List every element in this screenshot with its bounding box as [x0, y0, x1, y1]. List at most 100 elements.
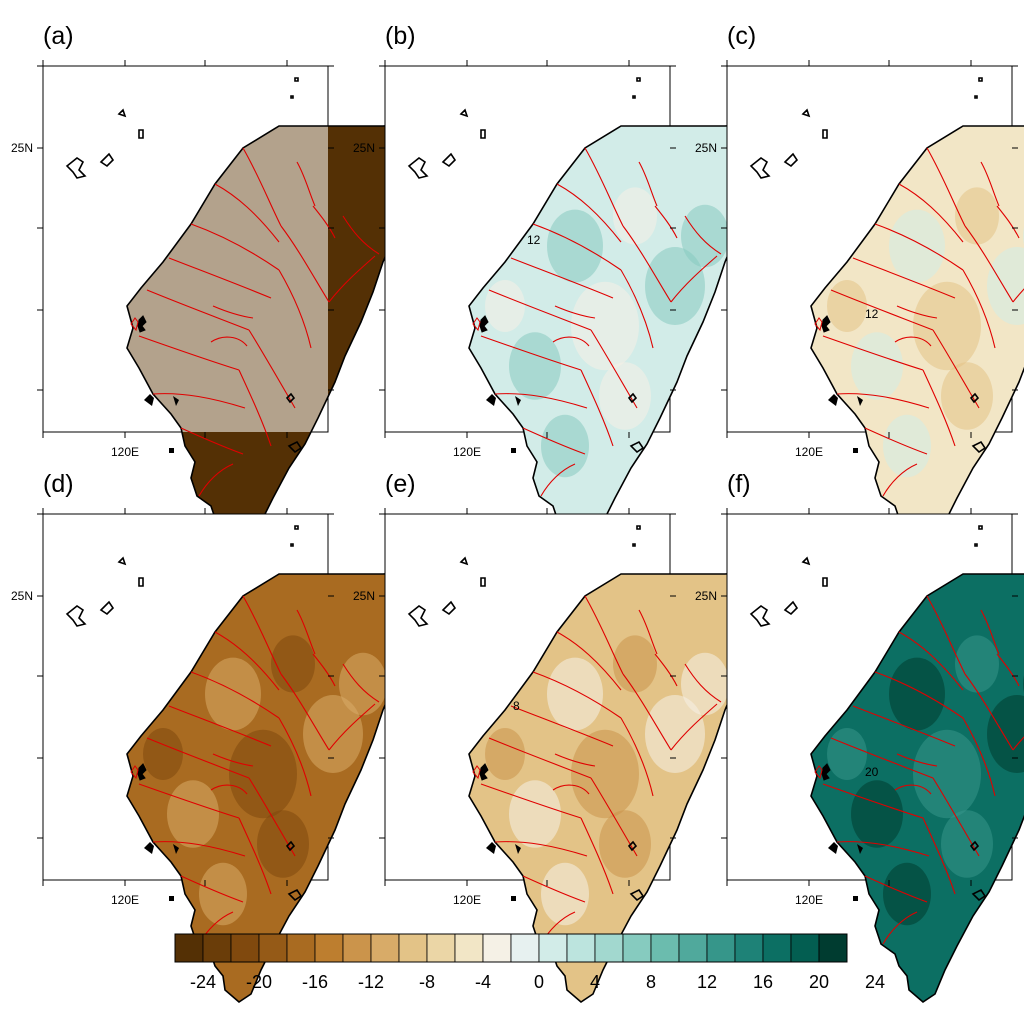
penghu-islands — [479, 763, 489, 781]
coastline — [810, 573, 1024, 1004]
east-islands — [627, 77, 645, 454]
colorbar-swatch — [174, 933, 204, 963]
east-islands — [969, 525, 987, 902]
axis-ticks — [37, 60, 334, 438]
colorbar-swatch — [202, 933, 232, 963]
colorbar-label: -16 — [302, 972, 328, 992]
northwest-islands — [749, 556, 828, 627]
islet — [486, 394, 496, 406]
islet — [511, 896, 516, 901]
colorbar-swatch — [454, 933, 484, 963]
lon-tick-label: 120E — [453, 445, 481, 459]
penghu-islands — [821, 763, 831, 781]
colorbar-swatch — [230, 933, 260, 963]
field-variation — [485, 635, 729, 926]
east-islands — [627, 525, 645, 902]
colorbar-label: 4 — [590, 972, 600, 992]
contour-label: 12 — [527, 233, 541, 247]
map-panel: 25N 120E (d) — [11, 470, 446, 1004]
field-variation — [827, 635, 1024, 926]
lon-tick-label: 120E — [111, 893, 139, 907]
penghu-islands — [137, 763, 147, 781]
islet — [169, 896, 174, 901]
east-islands — [285, 525, 303, 902]
islet — [144, 394, 154, 406]
colorbar-swatch — [538, 933, 568, 963]
panel-label: (e) — [385, 470, 416, 498]
contour-label: 20 — [865, 765, 879, 779]
islet — [857, 396, 863, 406]
map-panel: 25N 120E (e) 8 — [353, 470, 788, 1004]
islet — [515, 396, 521, 406]
map-panel: 25N 120E (c) 12 — [695, 22, 1024, 556]
islet — [486, 842, 496, 854]
lat-tick-label: 25N — [695, 141, 717, 155]
panel-label: (d) — [43, 470, 74, 498]
lon-tick-label: 120E — [453, 893, 481, 907]
penghu-border — [130, 317, 139, 332]
lat-tick-label: 25N — [11, 589, 33, 603]
colorbar-swatch — [594, 933, 624, 963]
islet — [828, 842, 838, 854]
islet — [173, 844, 179, 854]
axis-ticks — [721, 60, 1018, 438]
colorbar-swatch — [734, 933, 764, 963]
panel-label: (a) — [43, 22, 74, 50]
lat-tick-label: 25N — [353, 141, 375, 155]
penghu-border — [814, 765, 823, 780]
penghu-islands — [137, 315, 147, 333]
islet — [173, 396, 179, 406]
map-panel: 25N 120E (a) — [11, 22, 446, 556]
colorbar-label: 8 — [646, 972, 656, 992]
lon-tick-label: 120E — [795, 445, 823, 459]
axis-ticks — [379, 60, 676, 438]
colorbar-swatch — [482, 933, 512, 963]
colorbar-swatch — [258, 933, 288, 963]
colorbar-label: 16 — [753, 972, 773, 992]
map-panel: 25N 120E (b) 12 — [353, 22, 788, 556]
colorbar-label: -24 — [190, 972, 216, 992]
colorbar-swatch — [426, 933, 456, 963]
penghu-border — [472, 317, 481, 332]
colorbar-swatch — [314, 933, 344, 963]
county-borders — [480, 595, 722, 945]
penghu-islands — [479, 315, 489, 333]
axis-ticks — [379, 508, 676, 886]
colorbar-swatch — [566, 933, 596, 963]
panel-label: (b) — [385, 22, 416, 50]
axis-ticks — [721, 508, 1018, 886]
colorbar-swatch — [398, 933, 428, 963]
colorbar-label: 0 — [534, 972, 544, 992]
islet — [853, 448, 858, 453]
colorbar-label: -12 — [358, 972, 384, 992]
lat-tick-label: 25N — [353, 589, 375, 603]
contour-label: 8 — [513, 699, 520, 713]
islet — [853, 896, 858, 901]
colorbar-swatch — [370, 933, 400, 963]
lat-tick-label: 25N — [695, 589, 717, 603]
islet — [144, 842, 154, 854]
colorbar-swatch — [510, 933, 540, 963]
colorbar-swatch — [342, 933, 372, 963]
panels: 25N120E(a)25N120E(b)1225N120E(c)1225N120… — [11, 22, 1024, 1004]
contour-label: 12 — [865, 307, 879, 321]
islet — [828, 394, 838, 406]
colorbar-label: 12 — [697, 972, 717, 992]
lat-tick-label: 25N — [11, 141, 33, 155]
northwest-islands — [407, 108, 486, 179]
field-variation — [485, 187, 729, 478]
islet — [511, 448, 516, 453]
map-panel: 25N 120E (f) 20 — [695, 470, 1024, 1004]
penghu-border — [814, 317, 823, 332]
colorbar-frame — [174, 933, 848, 963]
county-borders — [822, 147, 1024, 497]
county-borders — [480, 147, 722, 497]
colorbar-label: 20 — [809, 972, 829, 992]
penghu-border — [472, 765, 481, 780]
lon-tick-label: 120E — [111, 445, 139, 459]
colorbar-label: -8 — [419, 972, 435, 992]
county-borders — [138, 147, 380, 497]
colorbar-swatch — [818, 933, 848, 963]
colorbar-swatch — [706, 933, 736, 963]
panel-label: (c) — [727, 22, 756, 50]
